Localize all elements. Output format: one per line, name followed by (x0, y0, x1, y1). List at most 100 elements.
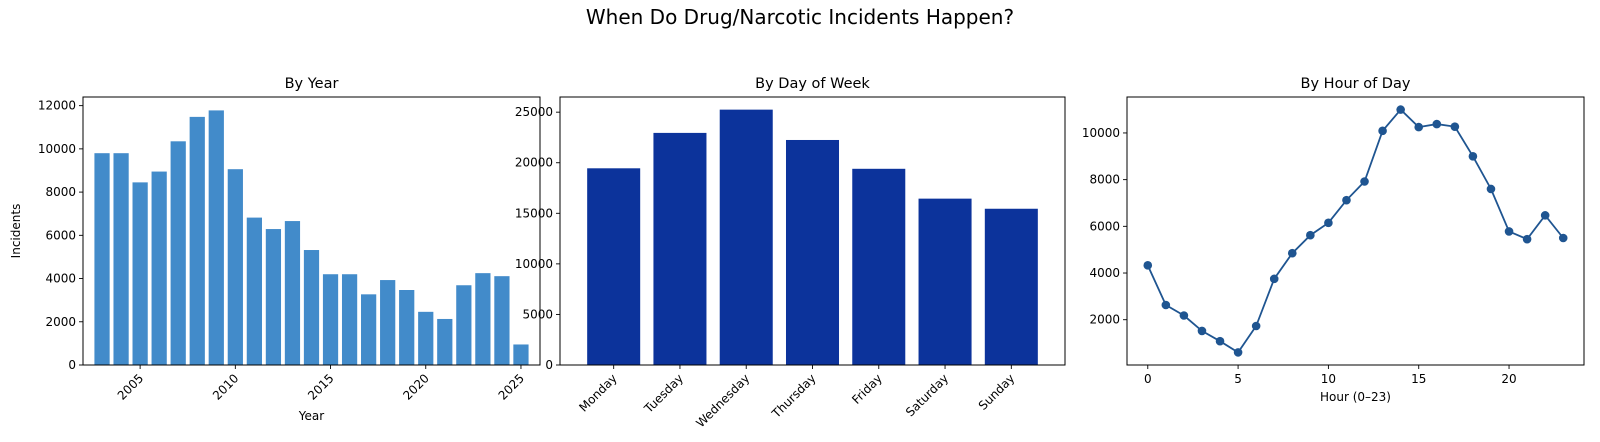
x-tick-label: Thursday (769, 371, 819, 421)
bar (513, 344, 529, 365)
data-point (1179, 311, 1189, 320)
panel-title: By Day of Week (755, 76, 870, 92)
bar (361, 294, 377, 365)
bar (113, 153, 129, 365)
y-tick-label: 25000 (515, 105, 553, 119)
bar (170, 141, 186, 365)
data-point (1522, 234, 1532, 244)
y-tick-label: 8000 (1089, 173, 1120, 187)
y-tick-label: 20000 (515, 156, 553, 170)
data-point (1161, 300, 1171, 310)
bar (227, 169, 243, 365)
y-tick-label: 4000 (1089, 266, 1120, 280)
bar (208, 110, 224, 366)
y-tick-label: 0 (68, 358, 76, 372)
plot-frame (82, 96, 541, 366)
data-point (1287, 248, 1297, 258)
y-tick-label: 10000 (515, 257, 553, 271)
data-point (1143, 261, 1153, 270)
y-tick-label: 2000 (1089, 313, 1120, 327)
panel-by-year: By Year 2005 2010 2015 2020 2025 0 2000 4000 6000… (9, 76, 541, 423)
bar (719, 109, 773, 365)
x-axis-label: Year (298, 409, 324, 423)
bar (265, 229, 282, 365)
data-point (1233, 348, 1243, 357)
x-tick-label: 2025 (496, 371, 527, 402)
panel-by-day-of-week: By Day of Week Monday Tuesday Wednesday Thur… (515, 76, 1066, 430)
data-point (1378, 126, 1387, 136)
x-tick-label: Friday (849, 371, 885, 407)
bar (151, 171, 167, 365)
bar (494, 276, 510, 365)
data-point (1432, 119, 1442, 129)
x-tick-label: 0 (1144, 372, 1152, 386)
data-point (1251, 321, 1261, 331)
data-point (1360, 177, 1369, 186)
x-tick-label: Monday (576, 371, 619, 414)
panel-title: By Hour of Day (1301, 76, 1411, 92)
y-axis-label: Incidents (9, 204, 23, 259)
series-line (1146, 108, 1564, 354)
x-tick-label: 2005 (115, 371, 146, 402)
bar (303, 250, 320, 365)
x-tick-label: 2020 (400, 371, 431, 402)
bar (380, 280, 396, 365)
data-point (1342, 195, 1351, 205)
y-tick-label: 15000 (515, 206, 553, 220)
x-tick-label: Wednesday (693, 371, 752, 430)
bar (418, 311, 434, 365)
plot-frame (559, 96, 1066, 366)
y-tick-label: 12000 (38, 99, 76, 113)
x-tick-label: 10 (1321, 372, 1336, 386)
y-tick-label: 6000 (1089, 219, 1120, 233)
data-point (1324, 218, 1333, 228)
x-tick-label: Tuesday (641, 371, 686, 416)
panel-title: By Year (285, 76, 339, 92)
data-point (1215, 336, 1225, 346)
x-axis-label: Hour (0–23) (1320, 390, 1391, 404)
data-point (1558, 233, 1568, 243)
bar (94, 153, 110, 365)
data-point (1269, 274, 1279, 284)
data-point (1450, 122, 1460, 131)
data-point (1468, 152, 1478, 161)
bar (475, 273, 491, 365)
y-tick-label: 6000 (45, 228, 76, 242)
bar (785, 139, 840, 365)
data-point (1540, 211, 1550, 220)
x-tick-label: 20 (1501, 372, 1516, 386)
data-point (1504, 227, 1514, 236)
bar (399, 290, 415, 365)
data-point (1396, 105, 1405, 114)
bar (653, 132, 707, 365)
y-tick-label: 8000 (45, 185, 76, 199)
bar (341, 274, 358, 365)
data-point (1197, 326, 1207, 336)
x-tick-label: 5 (1234, 372, 1242, 386)
data-point (1306, 230, 1315, 240)
y-tick-label: 10000 (1082, 126, 1120, 140)
bar (246, 217, 262, 365)
y-tick-label: 5000 (522, 307, 553, 321)
x-tick-label: 2010 (210, 371, 241, 402)
y-tick-label: 4000 (45, 272, 76, 286)
bar (132, 182, 148, 365)
x-tick-label: 2015 (305, 371, 336, 402)
bar (852, 168, 906, 365)
bar (918, 198, 972, 365)
x-tick-label: Saturday (903, 371, 951, 419)
panel-by-hour-of-day: By Hour of Day 0 5 10 15 20 2000 4000 6000 8000 10… (1082, 76, 1585, 404)
data-point (1486, 184, 1496, 194)
bar (284, 221, 301, 365)
y-tick-label: 0 (545, 358, 553, 372)
bar (984, 208, 1038, 365)
data-point (1414, 122, 1424, 132)
figure-title: When Do Drug/Narcotic Incidents Happen? (586, 5, 1014, 29)
bar (587, 168, 641, 365)
x-tick-label: Sunday (976, 371, 1018, 413)
bar (437, 318, 453, 365)
y-tick-label: 10000 (38, 142, 76, 156)
plot-frame (1126, 96, 1585, 366)
bar (189, 116, 205, 365)
y-tick-label: 2000 (45, 315, 76, 329)
